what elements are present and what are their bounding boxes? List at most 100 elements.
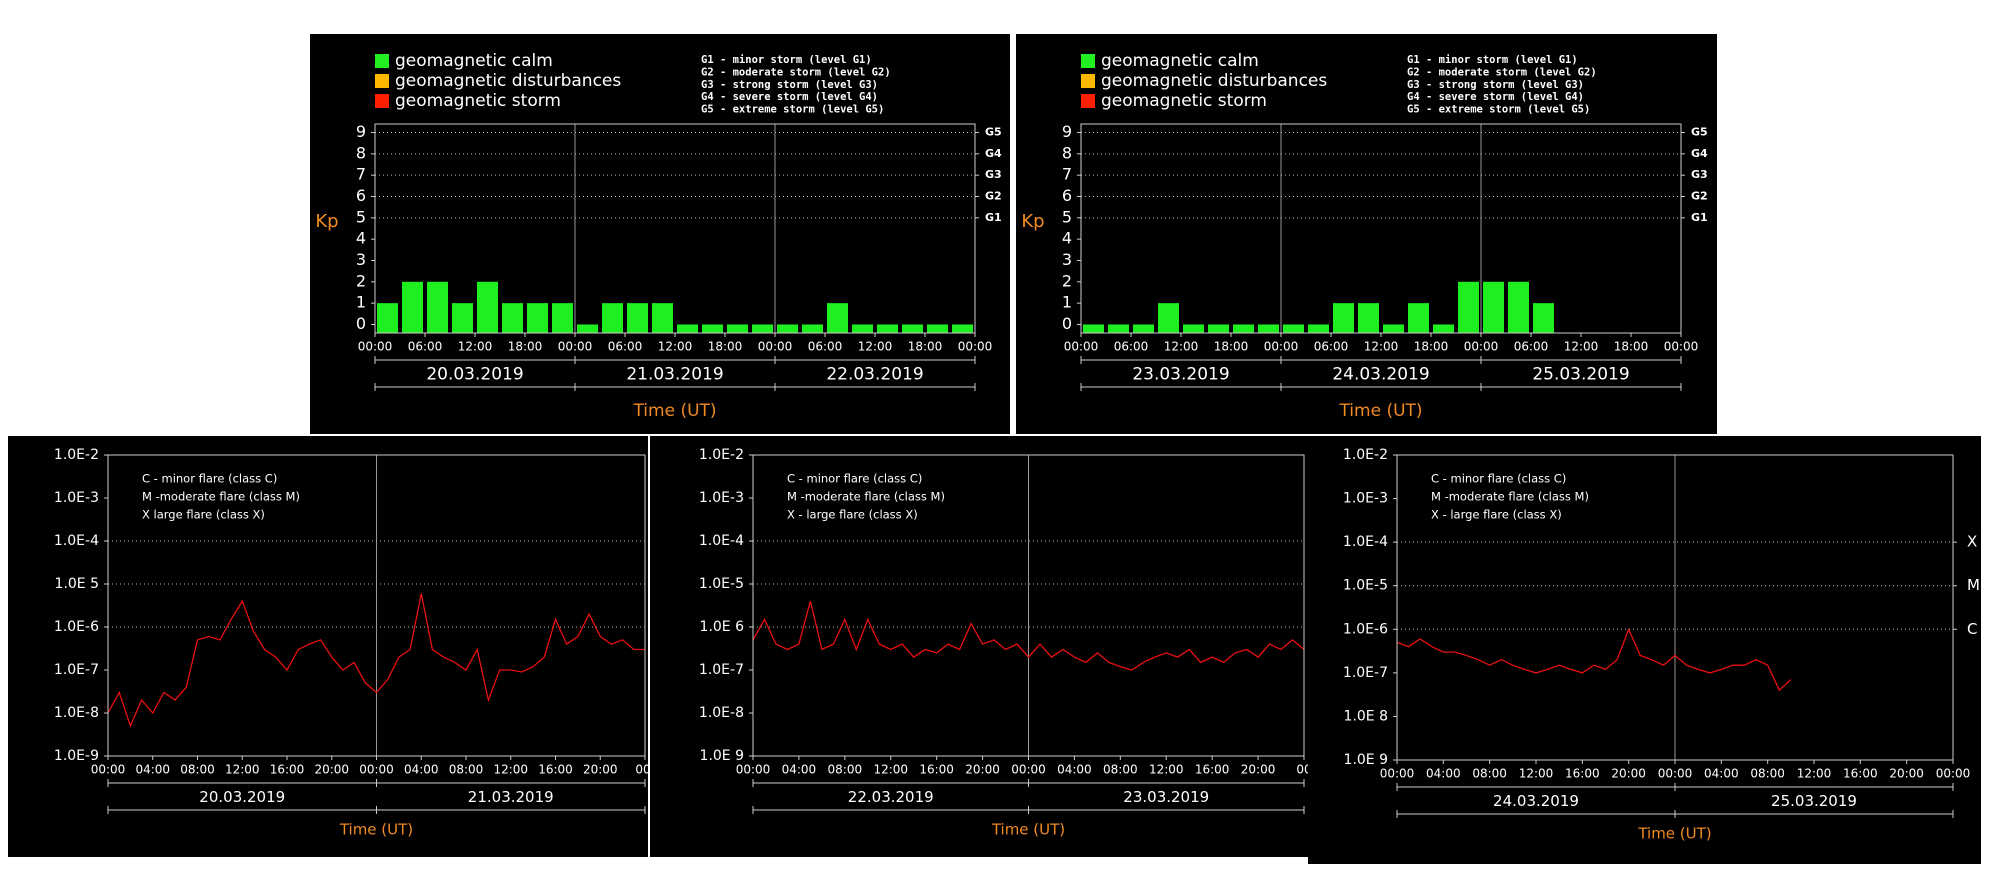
x-tick-label: 00:00: [1936, 767, 1971, 781]
y-tick-label: 0: [356, 314, 366, 333]
bar: [1408, 303, 1429, 333]
y-tick-label: 1.0E-6: [54, 619, 99, 635]
scale-note: G1 - minor storm (level G1): [701, 54, 872, 66]
bar: [702, 324, 723, 333]
y-tick-label: 1.0E-5: [1343, 578, 1388, 594]
y-tick-label: 6: [1062, 186, 1072, 205]
x-tick-label: 06:00: [1314, 340, 1349, 354]
flare-note: C - minor flare (class C): [1431, 472, 1566, 486]
scale-note: G2 - moderate storm (level G2): [1407, 66, 1597, 78]
x-tick-label: 16:00: [1195, 763, 1230, 777]
x-tick-label: 12:00: [1364, 340, 1399, 354]
bar: [577, 324, 598, 333]
bar: [1483, 281, 1504, 333]
plot-frame: [752, 454, 1305, 757]
date-label: 25.03.2019: [1532, 365, 1629, 385]
x-tick-label: 06:00: [608, 340, 643, 354]
bar: [1383, 324, 1404, 333]
x-tick-label: 00:00: [91, 763, 126, 777]
date-label: 23.03.2019: [1123, 788, 1209, 806]
bar: [877, 324, 898, 333]
x-tick-label: 04:00: [135, 763, 170, 777]
scale-note: G1 - minor storm (level G1): [1407, 54, 1578, 66]
x-tick-label: 00:00: [558, 340, 593, 354]
scale-note: G4 - severe storm (level G4): [1407, 91, 1584, 103]
x-axis-label: Time (UT): [991, 821, 1065, 839]
y2-tick-label: G3: [985, 168, 1002, 181]
x-tick-label: 12:00: [658, 340, 693, 354]
y-tick-label: 6: [356, 186, 366, 205]
flare-note: C - minor flare (class C): [787, 472, 922, 486]
x-tick-label: 20:00: [1889, 767, 1924, 781]
y-tick-label: 1.0E-7: [1343, 665, 1388, 681]
flare-note: M -moderate flare (class M): [1431, 490, 1589, 504]
legend-label: geomagnetic calm: [395, 51, 553, 71]
y-tick-label: 1.0E-8: [54, 705, 99, 721]
bar: [1183, 324, 1204, 333]
y-tick-label: 4: [1062, 229, 1072, 248]
y-tick-label: 1.0E-4: [1343, 534, 1388, 550]
x-tick-label: 16:00: [270, 763, 305, 777]
y2-tick-label: G2: [985, 190, 1002, 203]
y-tick-label: 9: [1062, 122, 1072, 141]
legend-label: geomagnetic disturbances: [1101, 71, 1327, 91]
x-tick-label: 12:00: [1519, 767, 1554, 781]
x-axis-label: Time (UT): [1637, 825, 1711, 843]
y-tick-label: 2: [356, 271, 366, 290]
bar: [1458, 281, 1479, 333]
bar: [1283, 324, 1304, 333]
bar: [1258, 324, 1279, 333]
bar: [852, 324, 873, 333]
x-tick-label: 08:00: [1103, 763, 1138, 777]
x-axis-label: Time (UT): [339, 821, 413, 839]
x-tick-label: 08:00: [1750, 767, 1785, 781]
bar: [1433, 324, 1454, 333]
x-tick-label: 12:00: [1149, 763, 1184, 777]
x-tick-label: 04:00: [782, 763, 817, 777]
bar: [777, 324, 798, 333]
x-tick-label: 12:00: [1164, 340, 1199, 354]
bar: [527, 303, 548, 333]
flare-note: M -moderate flare (class M): [142, 490, 300, 504]
bar: [827, 303, 848, 333]
y-tick-label: 1: [356, 293, 366, 312]
y-tick-label: 1.0E-5: [699, 576, 744, 592]
x-tick-label: 12:00: [225, 763, 260, 777]
x-tick-label: 00:00: [958, 340, 993, 354]
x-tick-label: 00:00: [1011, 763, 1046, 777]
date-label: 21.03.2019: [626, 365, 723, 385]
bar: [1308, 324, 1329, 333]
date-label: 21.03.2019: [468, 788, 554, 806]
flare-note: X - large flare (class X): [1431, 508, 1562, 522]
x-tick-label: 08:00: [449, 763, 484, 777]
y2-tick-label: M: [1967, 576, 1980, 594]
y-tick-label: 1.0E-3: [54, 490, 99, 506]
bar: [677, 324, 698, 333]
bar: [1158, 303, 1179, 333]
flare-note: M -moderate flare (class M): [787, 490, 945, 504]
y-tick-label: 1.0E 6: [700, 619, 745, 635]
x-tick-label: 12:00: [493, 763, 528, 777]
panel-background: [1308, 436, 1981, 864]
x-tick-label: 20:00: [583, 763, 618, 777]
y-tick-label: 1.0E 9: [1344, 752, 1388, 768]
x-tick-label: 06:00: [1114, 340, 1149, 354]
y2-tick-label: G1: [1691, 211, 1708, 224]
x-tick-label: 00:00: [1264, 340, 1299, 354]
x-tick-label: 00:00: [736, 763, 771, 777]
legend-swatch: [1081, 94, 1095, 108]
x-tick-label: 16:00: [1843, 767, 1878, 781]
panel-background: [8, 436, 648, 857]
x-tick-label: 20:00: [1241, 763, 1276, 777]
y-tick-label: 0: [1062, 314, 1072, 333]
bar: [802, 324, 823, 333]
bar: [1233, 324, 1254, 333]
y-tick-label: 7: [1062, 165, 1072, 184]
y-tick-label: 1.0E 8: [1344, 708, 1388, 724]
bar: [602, 303, 623, 333]
x-tick-label: 04:00: [1426, 767, 1461, 781]
bar: [1358, 303, 1379, 333]
date-label: 24.03.2019: [1493, 792, 1579, 810]
